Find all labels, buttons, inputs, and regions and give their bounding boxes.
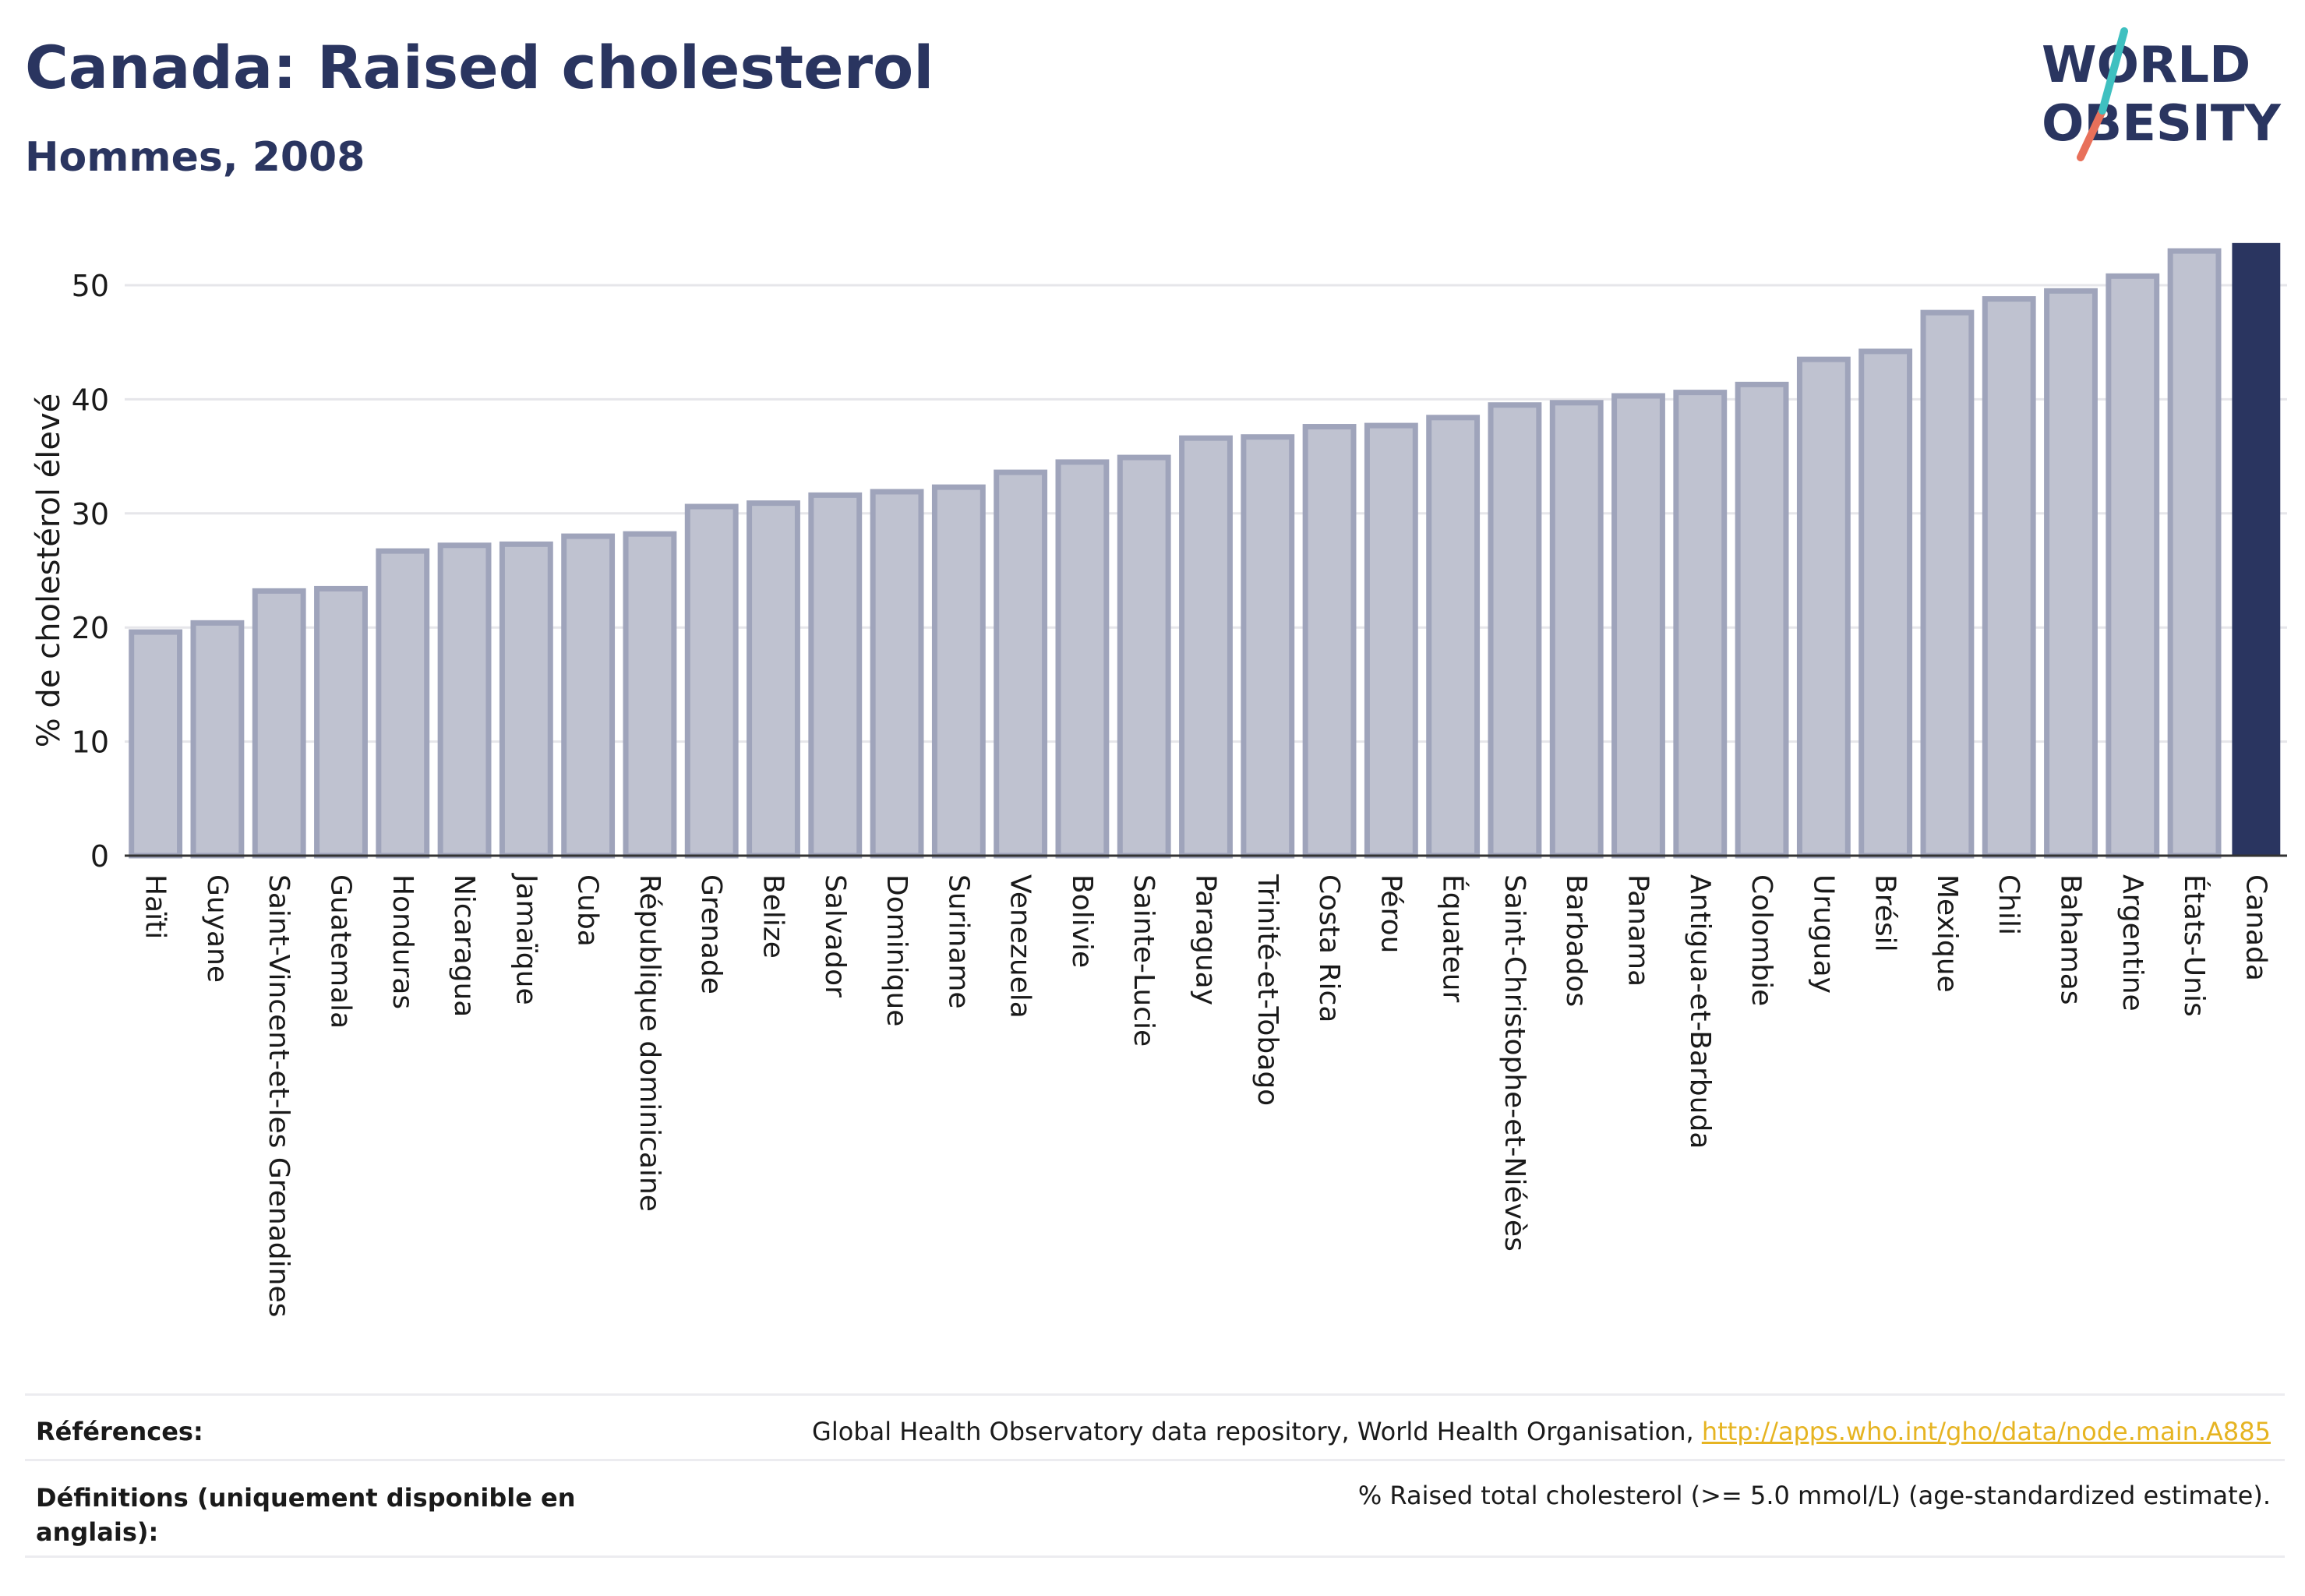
references-link[interactable]: http://apps.who.int/gho/data/node.main.A… xyxy=(1701,1417,2271,1446)
x-tick-label: Trinité-et-Tobago xyxy=(1251,874,1283,1106)
x-tick-label: Uruguay xyxy=(1807,874,1839,994)
footer-divider-bottom xyxy=(25,1555,2285,1558)
y-tick-label: 20 xyxy=(72,611,109,645)
x-tick-label: République dominicaine xyxy=(634,874,665,1212)
bar-mexique xyxy=(1920,309,1975,859)
x-tick-label: États-Unis xyxy=(2178,874,2211,1017)
x-tick-label: Saint-Christophe-et-Niévès xyxy=(1498,874,1530,1252)
bar-canada xyxy=(2232,242,2281,856)
x-tick-label: Venezuela xyxy=(1004,874,1036,1019)
x-tick-label: Belize xyxy=(757,874,789,959)
bar-bahamas xyxy=(2044,288,2098,859)
bar-ha-ti xyxy=(129,629,183,859)
x-tick-label: Argentine xyxy=(2116,874,2148,1012)
x-tick-label: Brésil xyxy=(1869,874,1901,952)
x-tick-label: Suriname xyxy=(942,874,974,1009)
references-source: Global Health Observatory data repositor… xyxy=(812,1417,1702,1446)
bar-r-publique-dominicaine xyxy=(623,531,677,859)
y-tick-label: 10 xyxy=(72,726,109,760)
bar-suriname xyxy=(931,484,986,859)
x-tick-label: Chili xyxy=(1993,874,2024,935)
y-tick-labels: 0 10 20 30 40 50 xyxy=(72,269,109,874)
x-tick-label: Jamaïque xyxy=(510,873,542,1005)
x-tick-label: Guyane xyxy=(201,874,233,983)
y-tick-label: 30 xyxy=(72,497,109,531)
bar-salvador xyxy=(808,492,863,859)
y-tick-label: 40 xyxy=(72,383,109,417)
x-tick-label: Panama xyxy=(1622,874,1654,987)
x-tick-label: Dominique xyxy=(881,874,912,1026)
x-tick-label: Nicaragua xyxy=(448,874,480,1017)
x-tick-label: Bahamas xyxy=(2055,874,2087,1005)
footer-divider-middle xyxy=(25,1459,2285,1461)
bar-trinit-et-tobago xyxy=(1241,434,1295,859)
bar-costa-rica xyxy=(1302,424,1357,859)
bar-panama xyxy=(1611,393,1665,859)
bar-antigua-et-barbuda xyxy=(1673,390,1728,859)
logo-line1: WORLD xyxy=(2042,37,2250,94)
bar--quateur xyxy=(1426,415,1481,859)
x-tick-labels: Haïti Guyane Saint-Vincent-et-les Grenadin… xyxy=(139,873,2272,1317)
x-tick-label: Canada xyxy=(2240,874,2271,981)
x-tick-label: Costa Rica xyxy=(1313,874,1345,1022)
bar-paraguay xyxy=(1179,435,1233,859)
bar--tats-unis xyxy=(2167,248,2222,859)
x-tick-label: Honduras xyxy=(387,874,418,1009)
bar-venezuela xyxy=(994,469,1048,859)
bar-grenade xyxy=(684,503,739,859)
x-tick-label: Paraguay xyxy=(1190,874,1222,1005)
references-text: Global Health Observatory data repositor… xyxy=(812,1417,2271,1446)
x-tick-label: Haïti xyxy=(139,874,171,939)
y-tick-label: 50 xyxy=(72,269,109,303)
x-tick-label: Bolivie xyxy=(1066,874,1098,968)
bar-sainte-lucie xyxy=(1117,454,1171,859)
bar-uruguay xyxy=(1796,356,1851,859)
bar-br-sil xyxy=(1858,348,1913,859)
bar-saint-vincent-et-les-grenadines xyxy=(252,588,306,859)
x-tick-label: Antigua-et-Barbuda xyxy=(1684,874,1716,1149)
definitions-text: % Raised total cholesterol (>= 5.0 mmol/… xyxy=(1357,1481,2271,1510)
x-tick-label: Mexique xyxy=(1931,874,1963,993)
bar-jama-que xyxy=(499,541,553,859)
bar-cuba xyxy=(561,533,616,859)
bar-guatemala xyxy=(314,585,368,859)
bar-belize xyxy=(747,500,800,859)
x-tick-label: Cuba xyxy=(572,874,604,947)
x-tick-label: Équateur xyxy=(1437,874,1470,1003)
world-obesity-logo: WORLD OBESITY xyxy=(2042,27,2281,161)
x-tick-label: Sainte-Lucie xyxy=(1128,874,1160,1047)
chart-title: Canada: Raised cholesterol xyxy=(25,33,934,102)
bar-chart: 0 10 20 30 40 50 Haïti Guyane Saint-Vincent-et-… xyxy=(31,242,2287,1317)
y-tick-label: 0 xyxy=(90,839,109,874)
bar-bolivie xyxy=(1055,459,1110,859)
x-tick-label: Salvador xyxy=(819,874,851,998)
definitions-label: Définitions (uniquement disponible en an… xyxy=(36,1483,576,1547)
x-tick-label: Saint-Vincent-et-les Grenadines xyxy=(263,874,295,1317)
references-label: Références: xyxy=(36,1417,203,1446)
bars xyxy=(129,242,2281,859)
bar-guyane xyxy=(190,620,245,859)
bar-barbados xyxy=(1549,400,1604,859)
bar-argentine xyxy=(2106,273,2160,859)
x-tick-label: Pérou xyxy=(1375,874,1407,953)
bar-saint-christophe-et-ni-v-s xyxy=(1488,402,1542,859)
x-tick-label: Grenade xyxy=(695,874,727,994)
bar-honduras xyxy=(376,548,430,859)
bar-nicaragua xyxy=(437,542,492,859)
bar-chili xyxy=(1982,296,2036,859)
bar-colombie xyxy=(1735,381,1789,859)
footer-divider-top xyxy=(25,1393,2285,1396)
bar-dominique xyxy=(870,489,924,859)
bar-p-rou xyxy=(1364,422,1418,859)
logo-line2: OBESITY xyxy=(2042,95,2281,153)
chart-subtitle: Hommes, 2008 xyxy=(25,134,365,181)
x-tick-label: Colombie xyxy=(1746,874,1777,1006)
x-tick-label: Guatemala xyxy=(325,874,357,1029)
y-axis-label: % de cholestérol élevé xyxy=(31,394,67,748)
x-tick-label: Barbados xyxy=(1560,874,1592,1007)
